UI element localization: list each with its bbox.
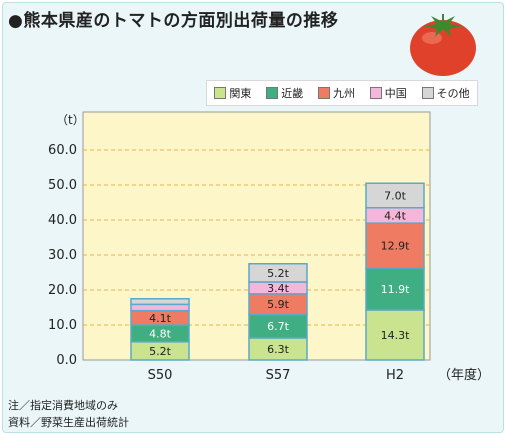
legend: 関東 近畿 九州 中国 その他 bbox=[206, 80, 478, 106]
legend-swatch bbox=[214, 87, 227, 99]
footnote-note: 注／指定消費地域のみ bbox=[8, 399, 118, 412]
legend-item-0: 関東 bbox=[214, 85, 251, 101]
y-tick-label: 60.0 bbox=[48, 143, 77, 158]
data-label: 3.4t bbox=[267, 282, 289, 295]
bar-segment bbox=[130, 303, 190, 312]
chart-title: ●熊本県産のトマトの方面別出荷量の推移 bbox=[8, 11, 339, 31]
x-tick-label: H2 bbox=[386, 368, 404, 383]
x-tick-label: S57 bbox=[266, 368, 291, 383]
legend-item-3: 中国 bbox=[369, 85, 407, 101]
legend-label: 近畿 bbox=[281, 87, 304, 100]
y-tick-label: 20.0 bbox=[48, 283, 77, 298]
data-label: 4.8t bbox=[149, 327, 171, 340]
bar-segment bbox=[130, 298, 190, 306]
y-tick-label: 50.0 bbox=[48, 178, 77, 193]
y-tick-label: 30.0 bbox=[48, 248, 77, 263]
bar-segment bbox=[365, 182, 425, 209]
legend-label: 中国 bbox=[384, 87, 407, 100]
y-axis-unit: （t） bbox=[56, 113, 85, 127]
legend-item-4: その他 bbox=[421, 85, 470, 101]
legend-swatch bbox=[317, 87, 330, 99]
bar-segment bbox=[365, 267, 425, 311]
legend-swatch bbox=[421, 87, 434, 99]
legend-swatch bbox=[266, 87, 279, 99]
bar-segment bbox=[365, 309, 425, 361]
legend-label: 九州 bbox=[332, 87, 355, 100]
y-tick-label: 10.0 bbox=[48, 318, 77, 333]
data-label: 7.0t bbox=[384, 190, 406, 203]
data-label: 5.9t bbox=[267, 298, 289, 311]
data-label: 12.9t bbox=[381, 240, 410, 253]
data-label: 5.2t bbox=[267, 267, 289, 280]
legend-item-1: 近畿 bbox=[266, 85, 303, 101]
data-label: 14.3t bbox=[381, 329, 410, 342]
bar-segment bbox=[365, 222, 425, 270]
x-tick-label: S50 bbox=[148, 368, 173, 383]
data-label: 6.7t bbox=[267, 320, 289, 333]
footnote-source: 資料／野菜生産出荷統計 bbox=[8, 416, 129, 429]
data-label: 4.1t bbox=[149, 312, 171, 325]
legend-label: 関東 bbox=[229, 87, 252, 100]
data-label: 4.4t bbox=[384, 209, 406, 222]
y-tick-label: 40.0 bbox=[48, 213, 77, 228]
legend-swatch bbox=[369, 87, 382, 99]
data-label: 11.9t bbox=[381, 283, 410, 296]
legend-item-2: 九州 bbox=[317, 85, 355, 101]
legend-label: その他 bbox=[436, 87, 470, 100]
data-label: 5.2t bbox=[149, 345, 171, 358]
bar-segment bbox=[248, 263, 308, 283]
data-label: 6.3t bbox=[267, 343, 289, 356]
y-tick-label: 0.0 bbox=[56, 353, 77, 368]
x-axis-unit: （年度） bbox=[438, 367, 490, 383]
